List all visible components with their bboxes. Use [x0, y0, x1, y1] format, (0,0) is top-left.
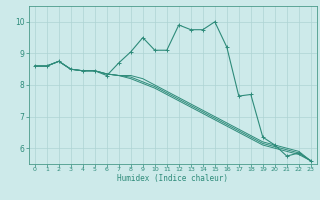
- X-axis label: Humidex (Indice chaleur): Humidex (Indice chaleur): [117, 174, 228, 183]
